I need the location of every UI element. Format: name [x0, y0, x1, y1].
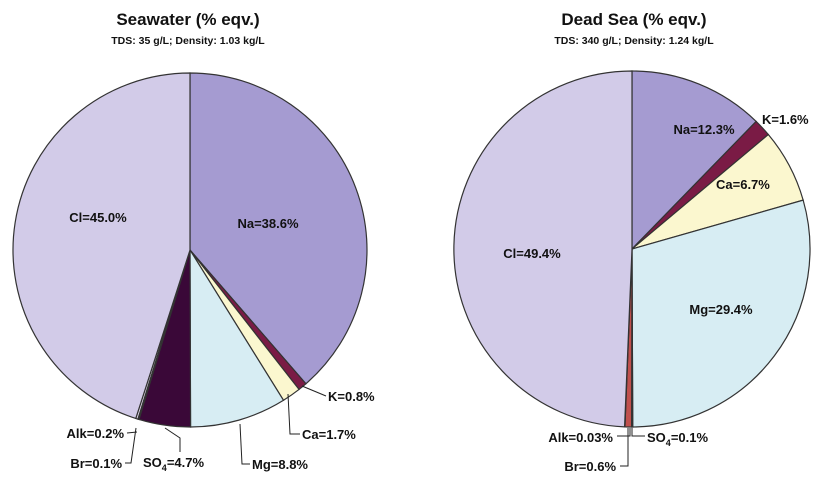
seawater-leader-so4	[164, 427, 181, 452]
seawater-title: Seawater (% eqv.)	[116, 10, 259, 29]
seawater-slice-cl	[12, 72, 191, 420]
seawater-label-so4-tail: =4.7%	[167, 455, 205, 470]
deadsea-label-so4-tail: =0.1%	[671, 430, 709, 445]
deadsea-chart: Dead Sea (% eqv.) TDS: 340 g/L; Density:…	[453, 10, 811, 474]
seawater-leader-mg	[239, 423, 250, 465]
deadsea-label-alk: Alk=0.03%	[548, 430, 613, 445]
seawater-label-so4-main: SO	[143, 455, 162, 470]
seawater-label-na: Na=38.6%	[237, 216, 299, 231]
seawater-label-alk: Alk=0.2%	[67, 426, 125, 441]
deadsea-label-so4-sub: 4	[666, 438, 671, 448]
deadsea-leader-br	[620, 428, 629, 467]
seawater-label-cl: Cl=45.0%	[69, 210, 127, 225]
seawater-label-br: Br=0.1%	[70, 456, 122, 471]
deadsea-label-so4: SO4=0.1%	[647, 430, 708, 448]
deadsea-leader-alk	[617, 428, 631, 437]
seawater-pie	[12, 72, 368, 428]
deadsea-slice-na	[631, 70, 757, 251]
seawater-label-so4-sub: 4	[162, 463, 167, 473]
seawater-chart: Seawater (% eqv.) TDS: 35 g/L; Density: …	[12, 10, 375, 473]
seawater-leader-ca	[287, 393, 300, 435]
seawater-leader-k	[301, 385, 327, 397]
deadsea-slice-cl	[453, 70, 633, 428]
deadsea-slice-mg	[631, 199, 811, 428]
seawater-label-k: K=0.8%	[328, 389, 375, 404]
seawater-label-mg: Mg=8.8%	[252, 457, 308, 472]
deadsea-label-so4-main: SO	[647, 430, 666, 445]
seawater-slice-mg	[189, 247, 285, 428]
seawater-slice-na	[189, 72, 368, 385]
deadsea-label-k: K=1.6%	[762, 112, 809, 127]
seawater-subtitle: TDS: 35 g/L; Density: 1.03 kg/L	[111, 35, 265, 47]
seawater-label-ca: Ca=1.7%	[302, 427, 356, 442]
deadsea-label-mg: Mg=29.4%	[689, 302, 753, 317]
deadsea-subtitle: TDS: 340 g/L; Density: 1.24 kg/L	[554, 35, 714, 47]
deadsea-label-br: Br=0.6%	[564, 459, 616, 474]
seawater-label-so4: SO4=4.7%	[143, 455, 204, 473]
deadsea-title: Dead Sea (% eqv.)	[561, 10, 706, 29]
seawater-leader-br	[125, 427, 137, 464]
deadsea-leader-so4	[631, 428, 645, 437]
deadsea-label-cl: Cl=49.4%	[503, 246, 561, 261]
deadsea-label-na: Na=12.3%	[673, 122, 735, 137]
deadsea-pie	[453, 70, 811, 428]
deadsea-label-ca: Ca=6.7%	[716, 177, 770, 192]
